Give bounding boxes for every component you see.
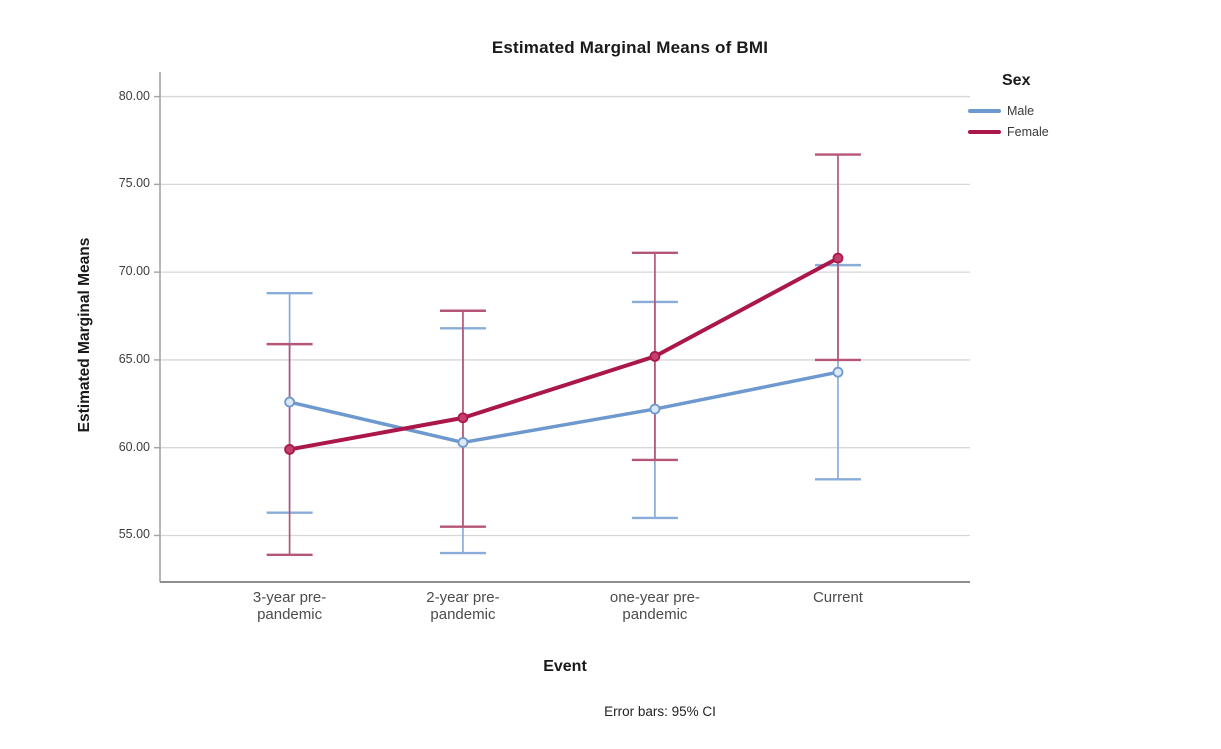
legend-line-swatch [968,109,1001,113]
series-line-female [287,256,840,452]
legend-title: Sex [1002,72,1031,89]
legend-items: Male Female [968,104,1118,139]
legend: Sex Male Female [968,72,1118,146]
x-category-label: Current [812,589,863,606]
x-category-label: 3-year pre-pandemic [252,589,327,623]
error-bars-caption: Error bars: 95% CI [604,704,716,719]
legend-item-male: Male [968,104,1118,118]
chart-title: Estimated Marginal Means of BMI [491,38,769,57]
y-tick-label: 65.00 [118,351,150,366]
y-tick-label: 75.00 [118,176,150,191]
legend-line-swatch [968,130,1001,134]
y-tick-label: 55.00 [118,527,150,542]
data-point-marker-male [649,403,661,415]
legend-item-female: Female [968,125,1118,139]
x-category-label: 2-year pre-pandemic [426,589,500,623]
data-point-marker-female [284,444,296,455]
data-point-marker-male [457,437,469,448]
legend-item-label: Female [1007,125,1049,139]
series-line-male [287,370,840,445]
y-tick-label: 60.00 [118,439,150,454]
data-point-marker-female [457,412,469,424]
data-point-marker-male [832,366,844,378]
y-tick-label: 80.00 [118,88,150,103]
legend-item-label: Male [1007,104,1035,118]
data-point-marker-male [284,396,296,408]
data-point-marker-female [832,252,844,264]
data-point-marker-female [649,351,661,362]
x-category-label: one-year pre-pandemic [609,589,700,623]
x-axis-label: Event [543,658,587,675]
y-tick-label: 70.00 [118,264,150,279]
